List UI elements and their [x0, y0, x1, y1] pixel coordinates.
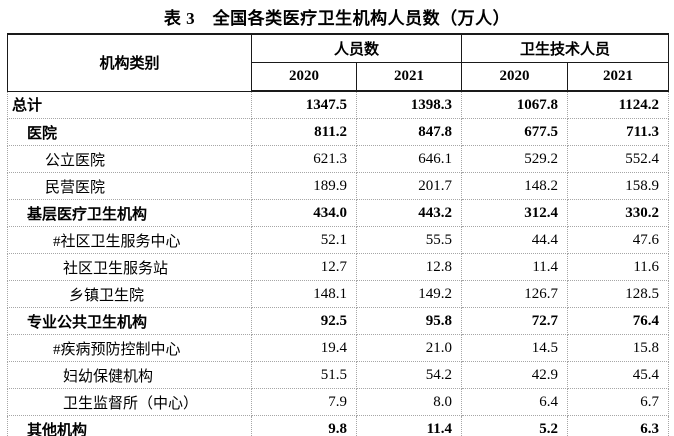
- value-personnel-2021: 55.5: [356, 226, 463, 254]
- value-personnel-2021: 95.8: [356, 307, 463, 335]
- value-personnel-2021: 11.4: [356, 415, 463, 436]
- value-tech-2021: 711.3: [567, 118, 670, 146]
- row-category-label: 医院: [7, 118, 252, 146]
- value-personnel-2021: 54.2: [356, 361, 463, 389]
- table-title: 表 3 全国各类医疗卫生机构人员数（万人）: [163, 9, 511, 28]
- health-personnel-table: 机构类别 人员数 卫生技术人员 2020 2021 2020 2021 总计 1…: [7, 33, 670, 436]
- value-personnel-2020: 189.9: [251, 172, 357, 200]
- row-category-label: 社区卫生服务站: [7, 253, 252, 281]
- value-personnel-2020: 19.4: [251, 334, 357, 362]
- value-personnel-2020: 92.5: [251, 307, 357, 335]
- col-group-health-tech: 卫生技术人员: [461, 33, 670, 63]
- table-header: 机构类别 人员数 卫生技术人员 2020 2021 2020 2021: [7, 33, 670, 92]
- table-row: 专业公共卫生机构 92.5 95.8 72.7 76.4: [7, 307, 670, 335]
- row-category-label: 民营医院: [7, 172, 252, 200]
- value-tech-2020: 44.4: [461, 226, 569, 254]
- value-tech-2021: 76.4: [567, 307, 670, 335]
- value-personnel-2021: 12.8: [356, 253, 463, 281]
- row-category-label: 基层医疗卫生机构: [7, 199, 252, 227]
- col-header-personnel-2021: 2021: [355, 62, 463, 92]
- row-category-label: 乡镇卫生院: [7, 280, 252, 308]
- table-row: 民营医院 189.9 201.7 148.2 158.9: [7, 172, 670, 200]
- value-personnel-2021: 1398.3: [356, 91, 463, 119]
- table-row: 其他机构 9.8 11.4 5.2 6.3: [7, 415, 670, 436]
- value-tech-2021: 47.6: [567, 226, 670, 254]
- value-tech-2020: 126.7: [461, 280, 569, 308]
- value-tech-2020: 529.2: [461, 145, 569, 173]
- value-personnel-2020: 51.5: [251, 361, 357, 389]
- row-category-label: #疾病预防控制中心: [7, 334, 252, 362]
- row-category-label: 总计: [7, 91, 252, 119]
- table-row: 妇幼保健机构 51.5 54.2 42.9 45.4: [7, 361, 670, 389]
- value-personnel-2021: 149.2: [356, 280, 463, 308]
- value-tech-2020: 677.5: [461, 118, 569, 146]
- value-tech-2021: 6.3: [567, 415, 670, 436]
- row-category-label: 其他机构: [7, 415, 252, 436]
- value-tech-2021: 45.4: [567, 361, 670, 389]
- value-tech-2021: 1124.2: [567, 91, 670, 119]
- value-tech-2021: 15.8: [567, 334, 670, 362]
- table-row: 乡镇卫生院 148.1 149.2 126.7 128.5: [7, 280, 670, 308]
- value-tech-2021: 6.7: [567, 388, 670, 416]
- value-personnel-2020: 148.1: [251, 280, 357, 308]
- row-category-label: 妇幼保健机构: [7, 361, 252, 389]
- row-category-label: 专业公共卫生机构: [7, 307, 252, 335]
- table-row: #社区卫生服务中心 52.1 55.5 44.4 47.6: [7, 226, 670, 254]
- col-header-tech-2020: 2020: [461, 62, 569, 92]
- value-personnel-2021: 443.2: [356, 199, 463, 227]
- value-personnel-2021: 646.1: [356, 145, 463, 173]
- col-header-tech-2021: 2021: [567, 62, 670, 92]
- value-tech-2020: 148.2: [461, 172, 569, 200]
- value-tech-2021: 552.4: [567, 145, 670, 173]
- value-personnel-2021: 847.8: [356, 118, 463, 146]
- row-category-label: #社区卫生服务中心: [7, 226, 252, 254]
- table-row: 基层医疗卫生机构 434.0 443.2 312.4 330.2: [7, 199, 670, 227]
- value-tech-2020: 11.4: [461, 253, 569, 281]
- value-tech-2020: 1067.8: [461, 91, 569, 119]
- value-personnel-2020: 811.2: [251, 118, 357, 146]
- value-tech-2020: 312.4: [461, 199, 569, 227]
- value-personnel-2021: 8.0: [356, 388, 463, 416]
- value-personnel-2020: 52.1: [251, 226, 357, 254]
- col-header-category: 机构类别: [7, 33, 252, 92]
- row-category-label: 卫生监督所（中心）: [7, 388, 252, 416]
- table-row: 总计 1347.5 1398.3 1067.8 1124.2: [7, 91, 670, 119]
- row-category-label: 公立医院: [7, 145, 252, 173]
- table-row: 医院 811.2 847.8 677.5 711.3: [7, 118, 670, 146]
- value-personnel-2020: 434.0: [251, 199, 357, 227]
- col-group-personnel: 人员数: [250, 33, 463, 63]
- value-tech-2020: 72.7: [461, 307, 569, 335]
- table-row: 公立医院 621.3 646.1 529.2 552.4: [7, 145, 670, 173]
- value-personnel-2021: 201.7: [356, 172, 463, 200]
- value-personnel-2020: 9.8: [251, 415, 357, 436]
- value-tech-2020: 5.2: [461, 415, 569, 436]
- table-row: 社区卫生服务站 12.7 12.8 11.4 11.6: [7, 253, 670, 281]
- value-tech-2021: 330.2: [567, 199, 670, 227]
- value-tech-2021: 128.5: [567, 280, 670, 308]
- value-personnel-2020: 1347.5: [251, 91, 357, 119]
- table-row: #疾病预防控制中心 19.4 21.0 14.5 15.8: [7, 334, 670, 362]
- value-personnel-2020: 7.9: [251, 388, 357, 416]
- value-personnel-2020: 621.3: [251, 145, 357, 173]
- value-tech-2021: 158.9: [567, 172, 670, 200]
- value-tech-2021: 11.6: [567, 253, 670, 281]
- table-row: 卫生监督所（中心） 7.9 8.0 6.4 6.7: [7, 388, 670, 416]
- value-tech-2020: 6.4: [461, 388, 569, 416]
- value-personnel-2020: 12.7: [251, 253, 357, 281]
- value-personnel-2021: 21.0: [356, 334, 463, 362]
- value-tech-2020: 14.5: [461, 334, 569, 362]
- value-tech-2020: 42.9: [461, 361, 569, 389]
- col-header-personnel-2020: 2020: [251, 62, 357, 92]
- table-body: 总计 1347.5 1398.3 1067.8 1124.2 医院 811.2 …: [7, 91, 670, 436]
